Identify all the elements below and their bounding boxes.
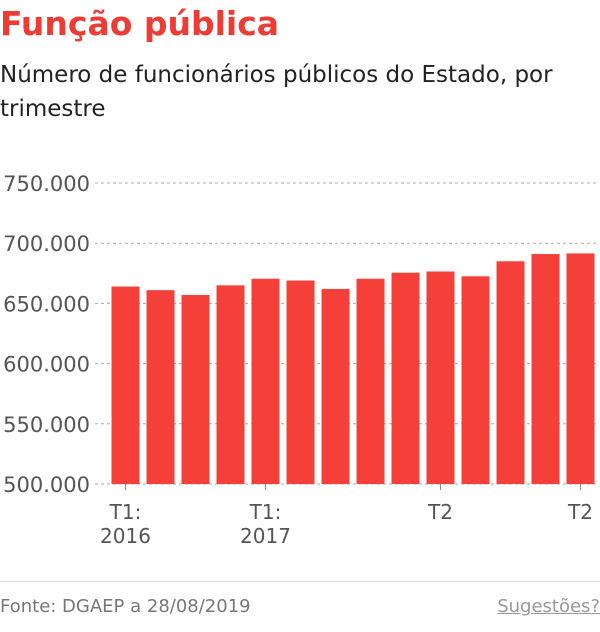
source-note: Fonte: DGAEP a 28/08/2019 <box>0 596 251 617</box>
bar-t3-2017 <box>321 288 350 484</box>
y-tick-label: 700.000 <box>3 232 90 256</box>
bar-t4-2018 <box>496 261 525 484</box>
bar-t4-2017 <box>356 278 385 484</box>
bar-t3-2018 <box>461 276 490 484</box>
bars <box>111 253 595 484</box>
x-tick-label: 2017 <box>240 524 291 548</box>
bar-t2-2019 <box>566 253 595 484</box>
footer-divider <box>0 581 600 582</box>
y-tick-label: 500.000 <box>3 473 90 497</box>
bar-t1-2019 <box>531 254 560 484</box>
y-tick-label: 600.000 <box>3 353 90 377</box>
y-axis-ticks: 500.000 550.000 600.000 650.000 700.000 750.0… <box>3 172 90 497</box>
bar-t3-2016 <box>181 294 210 484</box>
bar-chart: 500.000 550.000 600.000 650.000 700.000 750.0… <box>3 172 598 548</box>
bar-t1-2016 <box>111 286 140 484</box>
chart-subtitle: Número de funcionários públicos do Estad… <box>0 62 553 122</box>
bar-t2-2017 <box>286 280 315 484</box>
y-tick-label: 650.000 <box>3 292 90 316</box>
chart-title: Função pública <box>0 4 280 43</box>
x-tick-label: T2 <box>567 500 593 524</box>
bar-t4-2016 <box>216 285 245 484</box>
x-tick-label: T1: <box>109 500 142 524</box>
bar-t1-2018 <box>391 272 420 484</box>
x-tick-label: T1: <box>249 500 282 524</box>
y-tick-label: 750.000 <box>3 172 90 196</box>
x-tick-label: T2 <box>427 500 453 524</box>
bar-t2-2018 <box>426 271 455 484</box>
bar-t2-2016 <box>146 290 175 484</box>
bar-t1-2017 <box>251 278 280 484</box>
suggestions-link[interactable]: Sugestões? <box>497 596 600 617</box>
x-tick-label: 2016 <box>100 524 151 548</box>
y-tick-label: 550.000 <box>3 413 90 437</box>
